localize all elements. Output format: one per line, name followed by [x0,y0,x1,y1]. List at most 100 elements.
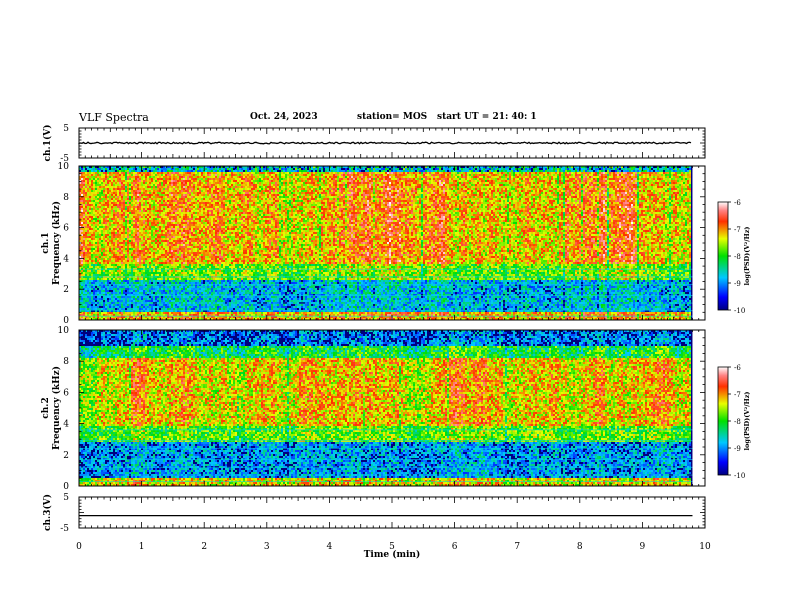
spectrogram-cell [129,206,131,208]
spectrogram-cell [87,206,89,208]
spectrogram-cell [89,318,91,320]
spectrogram-cell [85,188,87,190]
spectrogram-cell [115,318,117,320]
spectrogram-cell [117,240,119,242]
spectrogram-cell [159,314,161,316]
spectrogram-cell [135,216,137,218]
spectrogram-cell [117,182,119,184]
spectrogram-cell [175,266,177,268]
spectrogram-cell [205,294,207,296]
spectrogram-cell [95,274,97,276]
spectrogram-cell [121,318,123,320]
spectrogram-cell [153,304,155,306]
spectrogram-cell [163,236,165,238]
spectrogram-cell [79,312,81,314]
spectrogram-cell [189,186,191,188]
spectrogram-cell [79,220,81,222]
spectrogram-cell [179,226,181,228]
spectrogram-cell [199,308,201,310]
spectrogram-cell [111,232,113,234]
spectrogram-cell [85,202,87,204]
spectrogram-cell [149,292,151,294]
spectrogram-cell [133,252,135,254]
spectrogram-cell [179,314,181,316]
spectrogram-cell [111,214,113,216]
spectrogram-cell [87,168,89,170]
spectrogram-cell [173,168,175,170]
spectrogram-cell [169,282,171,284]
spectrogram-cell [161,286,163,288]
spectrogram-cell [93,226,95,228]
spectrogram-cell [159,222,161,224]
spectrogram-cell [125,228,127,230]
spectrogram-cell [165,282,167,284]
spectrogram-cell [197,174,199,176]
spectrogram-cell [127,220,129,222]
spectrogram-cell [139,318,141,320]
spectrogram-cell [135,256,137,258]
spectrogram-cell [95,236,97,238]
spectrogram-cell [181,316,183,318]
spectrogram-cell [207,316,209,318]
spectrogram-cell [129,222,131,224]
spectrogram-cell [177,178,179,180]
spectrogram-cell [149,174,151,176]
spectrogram-cell [81,178,83,180]
spectrogram-cell [165,294,167,296]
spectrogram-cell [101,244,103,246]
spectrogram-cell [155,192,157,194]
spectrogram-cell [203,174,205,176]
spectrogram-cell [157,188,159,190]
spectrogram-cell [99,264,101,266]
spectrogram-cell [131,230,133,232]
spectrogram-cell [143,204,145,206]
spectrogram-cell [167,210,169,212]
spectrogram-cell [137,264,139,266]
spectrogram-cell [105,194,107,196]
spectrogram-cell [163,228,165,230]
spectrogram-cell [93,230,95,232]
spectrogram-cell [111,198,113,200]
spectrogram-cell [169,218,171,220]
spectrogram-cell [91,178,93,180]
spectrogram-cell [91,230,93,232]
spectrogram-cell [97,300,99,302]
spectrogram-cell [109,202,111,204]
spectrogram-cell [121,176,123,178]
spectrogram-cell [123,234,125,236]
spectrogram-cell [103,218,105,220]
spectrogram-cell [133,274,135,276]
spectrogram-cell [125,270,127,272]
spectrogram-cell [199,316,201,318]
spectrogram-cell [141,256,143,258]
spectrogram-cell [195,246,197,248]
spectrogram-cell [125,286,127,288]
spectrogram-cell [201,244,203,246]
spectrogram-cell [155,244,157,246]
spectrogram-cell [197,178,199,180]
spectrogram-cell [159,214,161,216]
spectrogram-cell [143,166,145,168]
spectrogram-cell [191,184,193,186]
spectrogram-cell [195,256,197,258]
spectrogram-cell [159,196,161,198]
spectrogram-cell [117,244,119,246]
spectrogram-cell [123,286,125,288]
spectrogram-cell [93,234,95,236]
spectrogram-cell [171,254,173,256]
spectrogram-cell [189,182,191,184]
spectrogram-cell [147,184,149,186]
spectrogram-cell [127,216,129,218]
spectrogram-cell [195,188,197,190]
spectrogram-cell [171,196,173,198]
spectrogram-cell [87,312,89,314]
spectrogram-cell [127,318,129,320]
spectrogram-cell [199,260,201,262]
spectrogram-cell [83,300,85,302]
spectrogram-cell [109,182,111,184]
spectrogram-cell [81,262,83,264]
spectrogram-cell [141,242,143,244]
spectrogram-cell [165,240,167,242]
spectrogram-cell [173,188,175,190]
spectrogram-cell [153,182,155,184]
